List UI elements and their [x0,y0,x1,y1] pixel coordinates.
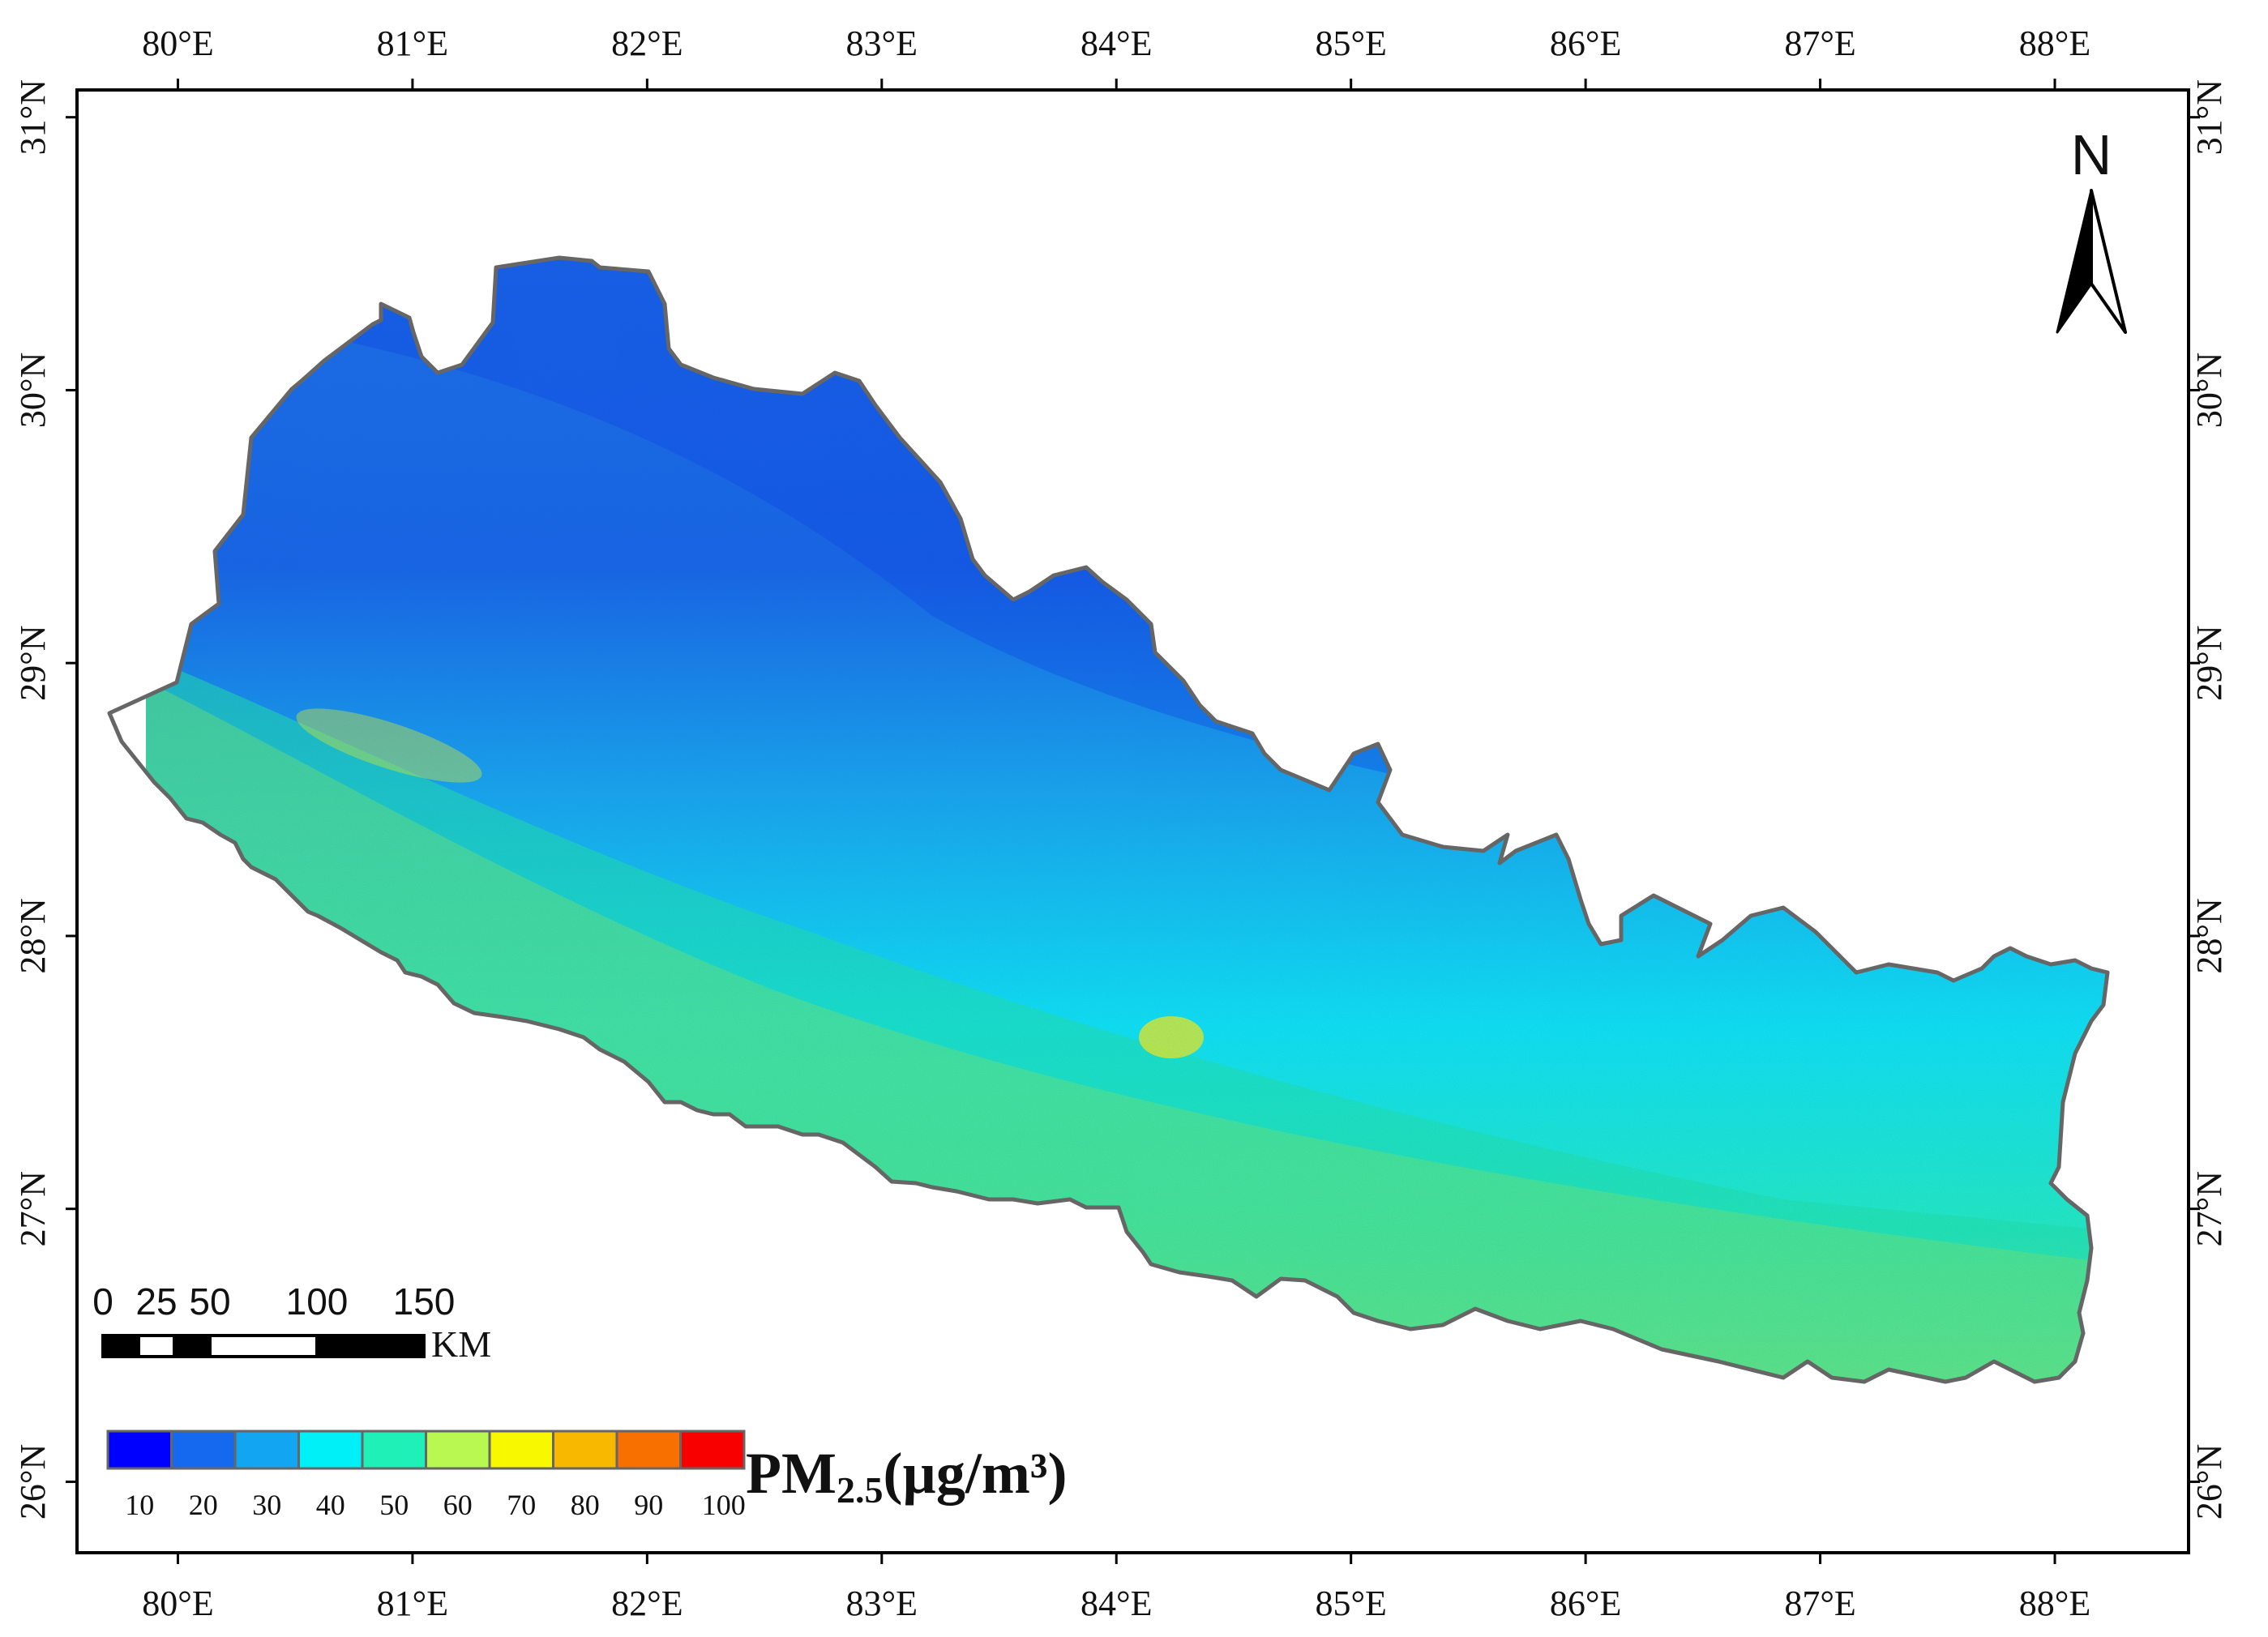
y-label-right-3: 28°N [2189,898,2229,973]
legend-label-1: 20 [189,1489,218,1521]
x-label-bottom-1: 81°E [377,1584,448,1623]
x-label-top-5: 85°E [1315,24,1386,63]
scale-segment-3 [174,1336,210,1357]
x-label-top-1: 81°E [377,24,448,63]
y-axis-left: 31°N 30°N 29°N 28°N 27°N 26°N [13,79,77,1519]
legend: 10 20 30 40 50 60 70 80 90 100 PM2.5(µg/m³) [106,1430,1067,1521]
nepal-raster [146,258,2108,1382]
x-axis-bottom: 80°E 81°E 82°E 83°E 84°E 85°E 86°E 87°E 88°E [142,1553,2090,1623]
raster-texture [146,258,2108,1382]
x-label-bottom-8: 88°E [2019,1584,2090,1623]
north-arrow: N [2056,123,2127,334]
scale-segment-2 [137,1334,176,1358]
scale-label-0: 0 [92,1280,113,1323]
scale-segment-1 [103,1336,139,1357]
x-label-top-8: 88°E [2019,24,2090,63]
y-label-right-4: 27°N [2189,1171,2229,1246]
legend-swatch-3 [297,1430,364,1470]
map-frame [75,88,2190,1554]
x-label-bottom-6: 86°E [1550,1584,1621,1623]
legend-label-0: 10 [125,1489,154,1521]
y-label-right-2: 29°N [2189,625,2229,700]
legend-label-9: 100 [702,1489,746,1521]
y-label-left-2: 29°N [13,625,53,700]
y-label-right-1: 30°N [2189,353,2229,428]
legend-swatch-6 [488,1430,554,1470]
scale-unit: KM [431,1323,491,1365]
scale-label-25: 25 [135,1280,177,1323]
scale-label-150: 150 [393,1280,456,1323]
legend-title: PM2.5(µg/m³) [746,1441,1067,1511]
x-label-bottom-2: 82°E [611,1584,683,1623]
legend-label-2: 30 [252,1489,281,1521]
scale-segment-4 [208,1334,319,1358]
x-label-bottom-5: 85°E [1315,1584,1386,1623]
scale-bar: 0 25 50 100 150 KM [92,1280,491,1365]
legend-swatch-4 [361,1430,427,1470]
legend-title-sub: 2.5 [837,1469,884,1511]
y-label-left-5: 26°N [13,1444,53,1519]
y-label-right-5: 26°N [2189,1444,2229,1519]
legend-label-5: 60 [443,1489,473,1521]
legend-label-7: 80 [571,1489,600,1521]
legend-title-unit: (µg/m³) [883,1441,1067,1506]
y-label-left-3: 28°N [13,898,53,973]
y-label-left-0: 31°N [13,79,53,155]
legend-label-3: 40 [316,1489,345,1521]
x-label-top-2: 82°E [611,24,683,63]
y-label-left-1: 30°N [13,353,53,428]
north-letter: N [2071,123,2112,186]
legend-label-6: 70 [507,1489,536,1521]
north-arrow-outline-icon [2090,189,2127,334]
x-label-bottom-4: 84°E [1081,1584,1152,1623]
x-axis-top: 80°E 81°E 82°E 83°E 84°E 85°E 86°E 87°E 88°E [142,24,2090,90]
legend-swatch-2 [233,1430,300,1470]
x-label-top-4: 84°E [1081,24,1152,63]
scale-label-100: 100 [286,1280,349,1323]
legend-swatch-5 [425,1430,491,1470]
x-label-bottom-7: 87°E [1784,1584,1855,1623]
north-arrow-icon [2056,189,2093,334]
x-label-bottom-3: 83°E [846,1584,918,1623]
nepal-border [107,255,2110,1384]
legend-swatch-0 [106,1430,173,1470]
scale-segment-5 [317,1336,424,1357]
x-label-top-7: 87°E [1784,24,1855,63]
legend-swatch-9 [679,1430,746,1470]
x-label-top-6: 86°E [1550,24,1621,63]
x-label-top-0: 80°E [142,24,213,63]
y-label-right-0: 31°N [2189,79,2229,155]
legend-label-8: 90 [634,1489,663,1521]
scale-bar-outline [101,1334,426,1358]
legend-swatch-1 [170,1430,237,1470]
legend-label-4: 50 [379,1489,409,1521]
x-label-top-3: 83°E [846,24,918,63]
y-axis-right: 31°N 30°N 29°N 28°N 27°N 26°N [2189,79,2229,1519]
scale-label-50: 50 [189,1280,230,1323]
x-label-bottom-0: 80°E [142,1584,213,1623]
legend-swatch-8 [615,1430,682,1470]
legend-title-main: PM [746,1441,837,1506]
y-label-left-4: 27°N [13,1171,53,1246]
legend-swatch-7 [552,1430,618,1470]
